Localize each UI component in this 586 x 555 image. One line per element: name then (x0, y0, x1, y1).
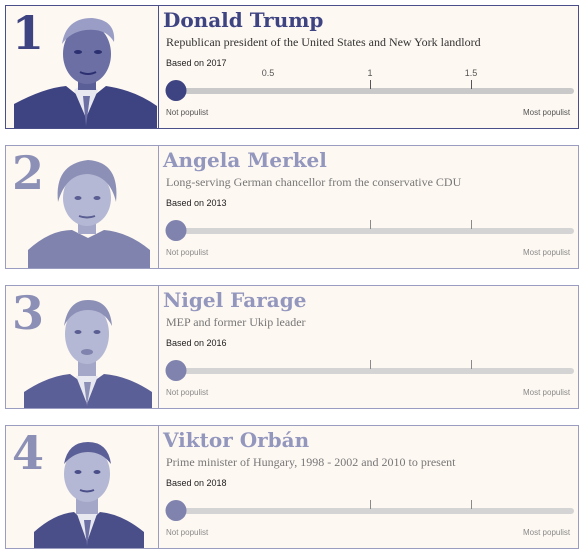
portrait-trump (14, 6, 157, 128)
scale-tick (370, 220, 371, 229)
politician-card-orban[interactable]: 4 Viktor Orbán Prime minister of Hungary… (5, 425, 579, 549)
politician-card-merkel[interactable]: 2 Angela Merkel Long-serving German chan… (5, 145, 579, 269)
politician-card-farage[interactable]: 3 Nigel Farage MEP and former Ukip leade… (5, 285, 579, 409)
populism-score-marker[interactable] (165, 220, 187, 241)
politician-name: Donald Trump (163, 8, 324, 32)
card-divider (158, 146, 159, 268)
politician-description: MEP and former Ukip leader (166, 315, 306, 329)
rank-number: 2 (12, 146, 45, 200)
most-populist-label: Most populist (523, 108, 571, 117)
card-divider (158, 286, 159, 408)
most-populist-label: Most populist (523, 528, 571, 537)
populism-score-marker[interactable] (165, 500, 187, 521)
not-populist-label: Not populist (166, 528, 209, 537)
populism-scale-track[interactable] (166, 368, 574, 374)
card-divider (158, 426, 159, 548)
populism-scale-track[interactable] (166, 88, 574, 94)
scale-tick (471, 360, 472, 369)
card-divider (158, 6, 159, 128)
not-populist-label: Not populist (166, 248, 209, 257)
based-on-year: Based on 2016 (166, 338, 227, 348)
politician-card-trump[interactable]: 1 Donald Trump Republican president of t… (5, 5, 579, 129)
rank-number: 4 (12, 426, 45, 480)
portrait-farage (14, 286, 157, 408)
portrait-merkel (14, 146, 157, 268)
politician-name: Nigel Farage (163, 288, 307, 312)
politician-name: Viktor Orbán (163, 428, 310, 452)
not-populist-label: Not populist (166, 388, 209, 397)
rank-number: 3 (12, 286, 45, 340)
tick-label-1-5: 1.5 (464, 68, 478, 78)
politician-description: Prime minister of Hungary, 1998 - 2002 a… (166, 455, 456, 469)
populism-scale-track[interactable] (166, 228, 574, 234)
populism-scale-track[interactable] (166, 508, 574, 514)
based-on-year: Based on 2017 (166, 58, 227, 68)
scale-tick (471, 80, 472, 89)
portrait-orban (14, 426, 157, 548)
rank-number: 1 (12, 6, 45, 60)
populism-score-marker[interactable] (165, 80, 187, 101)
scale-tick (370, 360, 371, 369)
scale-tick (370, 80, 371, 89)
most-populist-label: Most populist (523, 248, 571, 257)
based-on-year: Based on 2018 (166, 478, 227, 488)
not-populist-label: Not populist (166, 108, 209, 117)
politician-description: Long-serving German chancellor from the … (166, 175, 462, 189)
scale-tick (370, 500, 371, 509)
politician-description: Republican president of the United State… (166, 35, 481, 49)
scale-tick (471, 220, 472, 229)
tick-label-1: 1 (367, 68, 373, 78)
populism-score-marker[interactable] (165, 360, 187, 381)
politician-name: Angela Merkel (163, 148, 327, 172)
based-on-year: Based on 2013 (166, 198, 227, 208)
tick-label-0-5: 0.5 (261, 68, 275, 78)
most-populist-label: Most populist (523, 388, 571, 397)
scale-tick (471, 500, 472, 509)
